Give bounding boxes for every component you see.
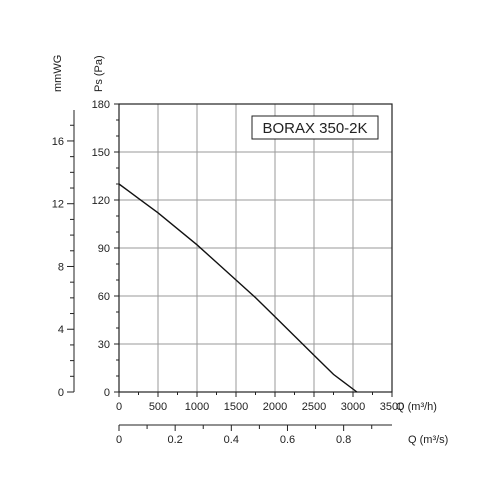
x-tick-label: 2000: [263, 401, 287, 413]
mmwg-tick-label: 12: [52, 199, 64, 211]
q-m3s-axis-title: Q (m³/s): [408, 434, 448, 446]
q-m3s-tick-label: 0.2: [168, 434, 183, 446]
x-tick-label: 500: [149, 401, 167, 413]
q-m3s-tick-label: 0.6: [280, 434, 295, 446]
x-tick-label: 2500: [302, 401, 326, 413]
chart-title: BORAX 350-2K: [262, 120, 367, 137]
x-tick-label: 0: [116, 401, 122, 413]
y-tick-label: 150: [92, 147, 110, 159]
x-tick-label: 3000: [341, 401, 365, 413]
mmwg-tick-label: 4: [58, 324, 64, 336]
mmwg-tick-label: 8: [58, 261, 64, 273]
series-layer: [118, 183, 358, 393]
x-tick-label: 1500: [224, 401, 248, 413]
grid: [118, 103, 393, 393]
y-tick-label: 30: [98, 339, 110, 351]
main-axis-ticks: [114, 103, 393, 397]
y-tick-label: 120: [92, 195, 110, 207]
series-line: [118, 183, 358, 393]
mmwg-axis: 0 4 8 12 16: [52, 110, 75, 399]
q-m3s-axis: 0 0.2 0.4 0.6 0.8: [116, 424, 392, 446]
x-tick-label: 1000: [185, 401, 209, 413]
mmwg-tick-label: 16: [52, 136, 64, 148]
model-title-border: [251, 115, 379, 140]
mmwg-axis-title: mmWG: [52, 55, 64, 92]
q-m3s-tick-label: 0: [116, 434, 122, 446]
y-tick-label: 90: [98, 243, 110, 255]
y-axis-title: Ps (Pa): [93, 55, 105, 92]
y-tick-label: 0: [104, 387, 110, 399]
mmwg-tick-label: 0: [58, 387, 64, 399]
q-m3s-tick-label: 0.8: [336, 434, 351, 446]
x-axis-title: Q (m³/h): [396, 401, 437, 413]
model-title-box: BORAX 350-2K: [251, 115, 379, 140]
tick-labels: 0 500 1000 1500 2000 2500 3000 3500 0 30 60 90 120 15…: [92, 99, 405, 413]
x-tick-label: 3500: [380, 401, 404, 413]
y-tick-label: 180: [92, 99, 110, 111]
q-m3s-tick-label: 0.4: [224, 434, 239, 446]
y-tick-label: 60: [98, 291, 110, 303]
